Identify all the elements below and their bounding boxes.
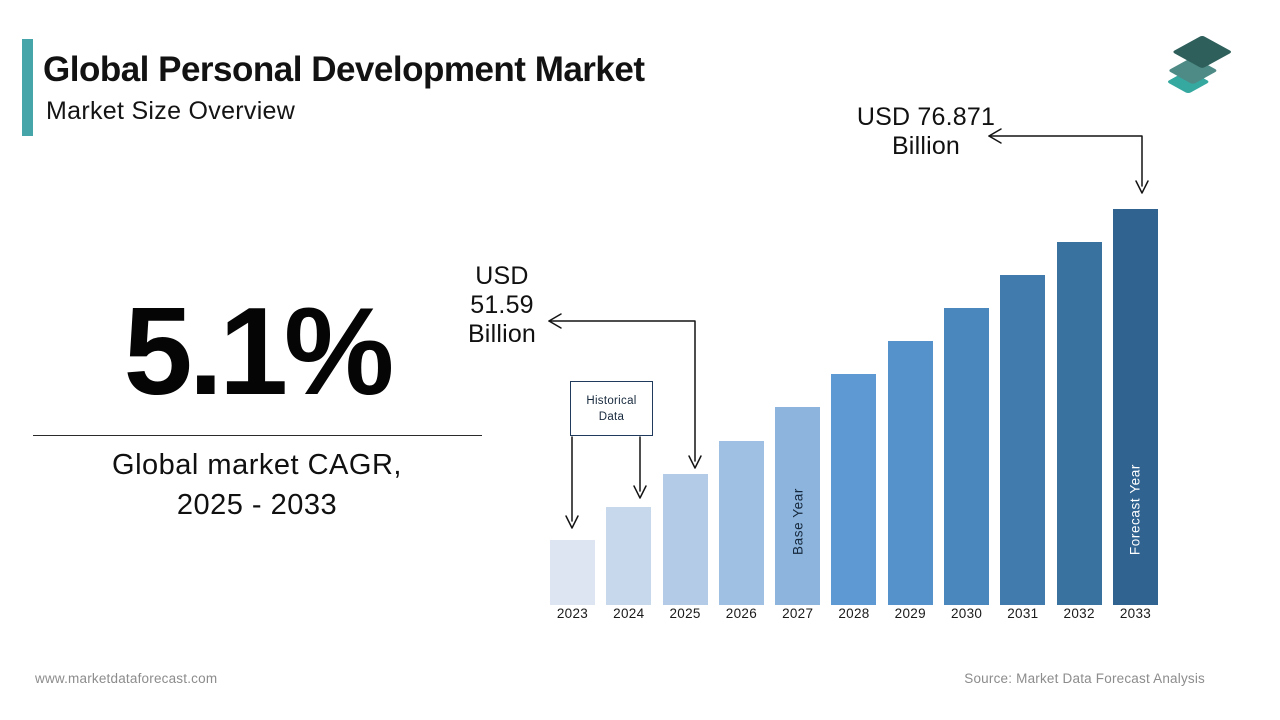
x-axis-label-2029: 2029 [894,606,926,621]
annotation-2025-line1: USD [475,262,529,290]
historical-data-label: Historical Data [586,394,637,423]
bar-2027: Base Year [775,407,821,605]
bar-2031 [1000,275,1046,605]
historical-data-box: Historical Data [570,381,653,436]
bar-2024 [606,507,652,605]
arrow-2033-head-down [1135,180,1149,194]
x-axis-label-2027: 2027 [782,606,814,621]
bar-2028 [831,374,877,605]
x-axis-label-2024: 2024 [613,606,645,621]
x-axis-label-2028: 2028 [838,606,870,621]
bar-2033: Forecast Year [1112,209,1158,605]
x-axis-label-2025: 2025 [669,606,701,621]
bar-2026 [718,441,764,605]
page-title: Global Personal Development Market [43,50,645,89]
bar-2032 [1056,242,1102,605]
cagr-caption: Global market CAGR, 2025 - 2033 [28,445,486,525]
annotation-2025-line3: Billion [467,320,537,348]
annotation-2033-value: USD 76.871 Billion [838,103,1014,161]
logo-layer-top [1173,36,1232,68]
annotation-2033-line1: USD 76.871 [856,103,996,131]
website-link[interactable]: www.marketdataforecast.com [35,671,218,686]
x-axis-label-2031: 2031 [1007,606,1039,621]
x-axis-labels: 2023 2024 2025 2026 2027 2028 2029 2030 2031 2032… [550,606,1158,621]
x-axis-label-2026: 2026 [725,606,757,621]
page-subtitle: Market Size Overview [46,97,296,125]
x-axis-label-2032: 2032 [1063,606,1095,621]
bar-chart: Base Year Forecast Year [550,209,1158,605]
forecast-year-label: Forecast Year [1127,463,1143,555]
bar-2030 [944,308,990,605]
highlight-divider [33,435,482,436]
brand-logo-icon [1167,36,1232,93]
annotation-2025-value: USD 51.59 Billion [440,262,564,349]
bar-2025 [662,474,708,605]
bar-2029 [887,341,933,605]
annotation-2033-line2: Billion [891,132,961,160]
x-axis-label-2030: 2030 [950,606,983,621]
cagr-value: 5.1% [123,283,395,421]
bar-2023 [550,540,595,605]
annotation-2025-line2: 51.59 [470,291,534,319]
source-credit: Source: Market Data Forecast Analysis [964,671,1205,686]
x-axis-label-2033: 2033 [1119,606,1152,621]
cagr-caption-line1: Global market CAGR, [112,449,402,481]
base-year-label: Base Year [790,488,806,555]
title-accent-bar [22,39,33,136]
x-axis-label-2023: 2023 [556,606,589,621]
cagr-caption-line2: 2025 - 2033 [176,489,338,521]
